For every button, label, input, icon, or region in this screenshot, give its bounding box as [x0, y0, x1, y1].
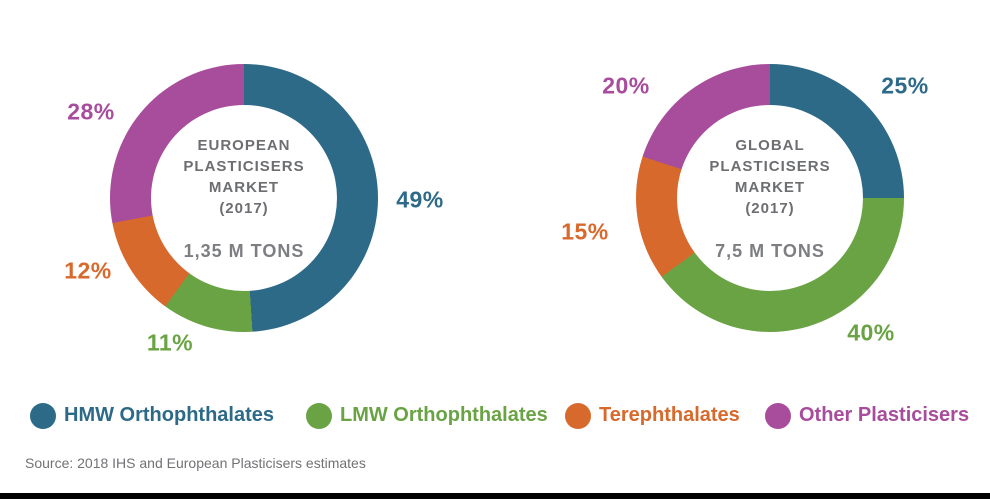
legend-item-lmw-orthophthalates: LMW Orthophthalates — [306, 402, 548, 429]
bottom-black-bar — [0, 493, 990, 499]
chart-title-line: (2017) — [219, 199, 269, 217]
legend-item-other-plasticisers: Other Plasticisers — [765, 402, 969, 429]
chart-title-line: PLASTICISERS — [183, 157, 305, 175]
pct-label-european-lmw: 11% — [146, 329, 194, 356]
legend-dot-hmw-icon — [30, 402, 56, 429]
legend-label-other: Other Plasticisers — [799, 404, 970, 426]
legend-dot-terephthalates-icon — [565, 402, 591, 429]
pct-label-european-hmw: 49% — [396, 186, 444, 213]
chart-title-global: GLOBAL PLASTICISERS MARKET (2017) — [709, 135, 830, 219]
legend-dot-other-icon — [765, 402, 791, 429]
chart-volume-european: 1,35 M TONS — [183, 240, 305, 261]
pct-label-global-hmw: 25% — [881, 72, 929, 99]
donut-center-european: EUROPEAN PLASTICISERS MARKET (2017) 1,35… — [151, 105, 337, 291]
chart-volume-global: 7,5 M TONS — [715, 240, 825, 261]
legend-item-terephthalates: Terephthalates — [565, 402, 740, 429]
legend-dot-lmw-icon — [306, 402, 332, 429]
donut-chart-global: GLOBAL PLASTICISERS MARKET (2017) 7,5 M … — [636, 64, 904, 332]
chart-title-european: EUROPEAN PLASTICISERS MARKET (2017) — [183, 135, 304, 219]
chart-title-line: MARKET — [208, 178, 280, 196]
chart-title-line: GLOBAL — [735, 136, 805, 154]
donut-center-global: GLOBAL PLASTICISERS MARKET (2017) 7,5 M … — [677, 105, 863, 291]
pct-label-global-other: 20% — [602, 72, 650, 99]
chart-title-line: EUROPEAN — [197, 136, 291, 154]
source-note: Source: 2018 IHS and European Plasticise… — [25, 455, 366, 471]
legend-label-lmw: LMW Orthophthalates — [340, 404, 548, 426]
pct-label-european-other: 28% — [67, 98, 115, 125]
pct-label-global-terephthalates: 15% — [561, 218, 609, 245]
legend-label-hmw: HMW Orthophthalates — [64, 404, 274, 426]
legend-item-hmw-orthophthalates: HMW Orthophthalates — [30, 402, 274, 429]
chart-title-line: PLASTICISERS — [709, 157, 831, 175]
chart-title-line: (2017) — [745, 199, 795, 217]
pct-label-global-lmw: 40% — [847, 319, 895, 346]
chart-title-line: MARKET — [734, 178, 806, 196]
donut-chart-european: EUROPEAN PLASTICISERS MARKET (2017) 1,35… — [110, 64, 378, 332]
pct-label-european-terephthalates: 12% — [64, 257, 112, 284]
legend-label-terephthalates: Terephthalates — [599, 404, 740, 426]
